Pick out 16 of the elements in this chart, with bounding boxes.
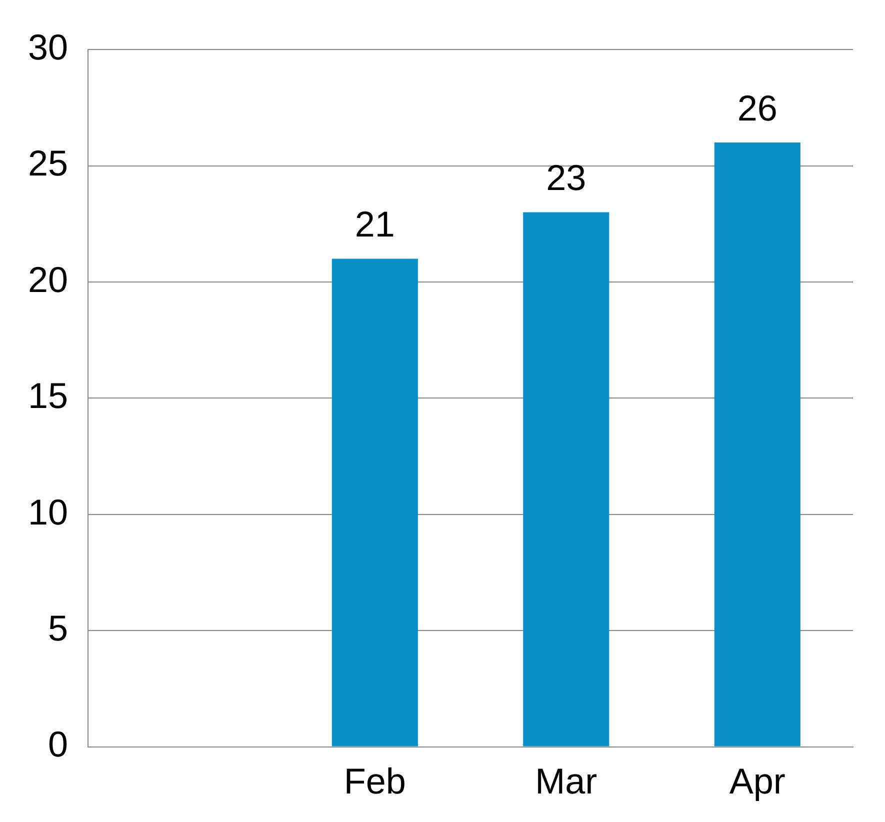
y-tick-label: 15 <box>28 375 68 416</box>
y-tick-label: 5 <box>48 608 68 649</box>
bar <box>523 212 610 746</box>
y-tick-label: 25 <box>28 142 68 184</box>
data-label: 23 <box>546 157 586 198</box>
bar <box>714 142 800 746</box>
x-tick-label: Apr <box>729 760 786 802</box>
x-tick-label: Mar <box>535 760 598 802</box>
y-tick-label: 30 <box>28 26 68 68</box>
y-tick-label: 10 <box>28 491 68 532</box>
y-tick-label: 20 <box>28 258 68 300</box>
x-tick-label: Feb <box>344 760 406 802</box>
data-label: 26 <box>737 87 778 128</box>
data-label: 21 <box>354 204 395 245</box>
bar <box>332 258 418 746</box>
y-tick-label: 0 <box>48 724 68 765</box>
